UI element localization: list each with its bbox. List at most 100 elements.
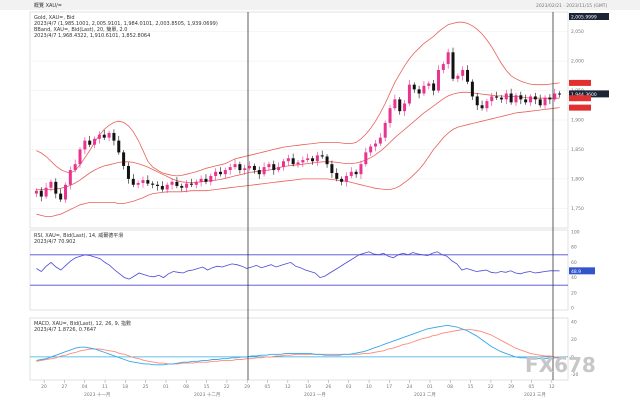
candle-body [112, 132, 116, 141]
macd-legend: MACD, XAU=, Bid(Last), 12, 26, 9, 指數 202… [34, 320, 131, 333]
title-strip-bg [0, 0, 640, 10]
x-day-label: 01 [427, 384, 433, 390]
candle-body [354, 171, 358, 175]
rsi-last-tag: 48.9 [569, 267, 595, 275]
x-day-label: 22 [224, 384, 230, 390]
macd-legend-line-1: MACD, XAU=, Bid(Last), 12, 26, 9, 指數 [34, 320, 131, 327]
candle-body [228, 167, 232, 171]
candle-body [117, 140, 121, 153]
candle-body [436, 69, 440, 91]
candle-body [378, 137, 382, 144]
rsi-y-tick-label: 0 [571, 306, 574, 312]
price-last-tag-bg [569, 90, 609, 98]
candle-body [39, 190, 43, 197]
price-y-tick-label: 1,750 [571, 206, 584, 212]
x-day-label: 04 [82, 384, 88, 390]
candle-body [102, 134, 106, 138]
candle-body [543, 97, 547, 106]
candle-body [248, 165, 252, 169]
candle-body [223, 170, 227, 175]
candle-body [34, 190, 38, 194]
candle-body [185, 183, 189, 188]
x-day-label: 15 [204, 384, 210, 390]
candle-body [407, 84, 411, 104]
macd-main-line [36, 324, 560, 366]
candle-body [170, 181, 174, 185]
candle-body [499, 97, 503, 100]
rsi-y-tick-label: 100 [571, 230, 580, 236]
rsi-line [36, 251, 560, 280]
rsi-last-tag-text: 48.9 [571, 269, 581, 275]
x-month-label: 2023 十一月 [84, 391, 110, 398]
x-axis: 20 27 04 11 18 25 01 08 15 22 29 05 12 19 26 03 10 17 24 01… [41, 380, 555, 398]
rsi-y-tick-label: 20 [571, 290, 577, 296]
candle-body [383, 122, 387, 138]
candle-body [73, 164, 77, 171]
x-day-label: 01 [163, 384, 169, 390]
candle-body [218, 171, 222, 175]
x-day-label: 10 [366, 384, 372, 390]
candle-body [330, 164, 334, 173]
candle-body [417, 89, 421, 94]
candle-body [156, 184, 160, 186]
candle-body [296, 162, 300, 165]
price-header-tag: 2,005.9999 [569, 13, 609, 21]
price-y-tick-label: 1,900 [571, 118, 584, 124]
bband-middle-tag [569, 95, 591, 102]
x-day-label: 22 [488, 384, 494, 390]
x-day-label: 15 [468, 384, 474, 390]
candle-body [475, 96, 479, 106]
bband-upper-line [36, 21, 560, 177]
candle-body [160, 185, 164, 190]
price-y-tick-label: 1,850 [571, 147, 584, 153]
rsi-legend-line-2: 2023/4/7 70.902 [34, 239, 76, 245]
x-day-label: 26 [325, 384, 331, 390]
candle-body [238, 164, 242, 171]
candle-body [335, 173, 339, 179]
candle-body [495, 96, 499, 98]
candle-body [301, 160, 305, 163]
candle-body [398, 99, 402, 112]
x-day-label: 03 [346, 384, 352, 390]
candle-body [388, 108, 392, 123]
x-day-label: 12 [285, 384, 291, 390]
x-day-label: 08 [183, 384, 189, 390]
candle-body [441, 64, 445, 70]
candle-body [306, 158, 310, 161]
x-day-label: 12 [549, 384, 555, 390]
macd-signal-line [36, 329, 560, 365]
macd-y-tick-label: 0 [571, 354, 574, 360]
rsi-legend: RSI, XAU=, Bid(Last), 14, 威爾德平滑 2023/4/7… [34, 232, 123, 245]
x-day-label: 08 [447, 384, 453, 390]
price-legend-line-2: BBand, XAU=, Bid(Last), 20, 簡單, 2.0 [34, 26, 127, 33]
candle-body [63, 184, 67, 200]
rsi-last-tag-bg [569, 267, 595, 275]
candle-body [272, 164, 276, 171]
candle-body [485, 101, 489, 109]
price-y-tick-label: 1,800 [571, 176, 584, 182]
candle-body [83, 140, 87, 150]
candle-body [320, 155, 324, 157]
candle-body [97, 134, 101, 139]
candle-body [538, 99, 542, 106]
candle-body [44, 187, 48, 197]
macd-y-tick-label: -20 [571, 372, 578, 378]
watermark: FX678 [525, 353, 596, 377]
candle-body [175, 181, 179, 186]
candle-body [267, 164, 271, 168]
candle-body [49, 181, 53, 188]
x-month-label: 2023 三月 [524, 392, 546, 398]
x-day-label: 05 [529, 384, 535, 390]
rsi-y-tick-label: 60 [571, 260, 577, 266]
candle-body [209, 175, 213, 182]
x-day-label: 18 [122, 384, 128, 390]
candle-body [180, 185, 184, 188]
candle-body [315, 155, 319, 162]
macd-y-tick-label: 20 [571, 337, 577, 343]
candle-body [514, 95, 518, 103]
candle-body [466, 69, 470, 82]
candle-body [427, 83, 431, 86]
candle-body [214, 171, 218, 176]
candle-body [548, 97, 552, 100]
rsi-legend-line-1: RSI, XAU=, Bid(Last), 14, 威爾德平滑 [34, 232, 123, 239]
